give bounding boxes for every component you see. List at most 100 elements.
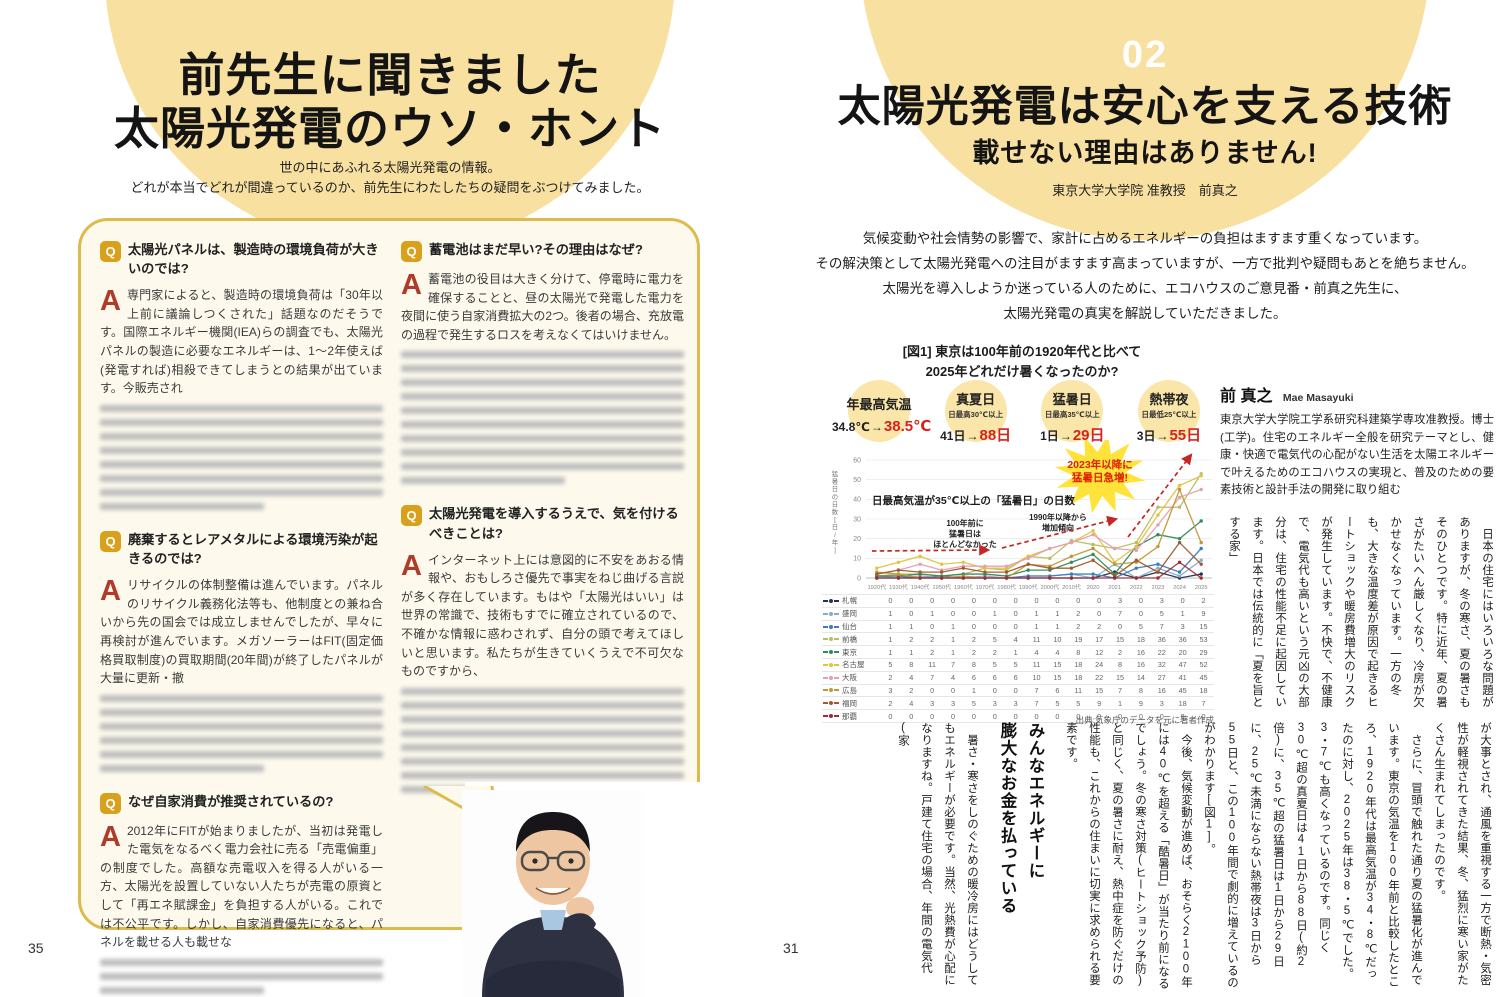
chapter-number: 02 [1121, 34, 1169, 76]
blurred-line [401, 729, 684, 737]
stat-value: 34.8℃→38.5℃ [832, 417, 931, 435]
blurred-line [100, 764, 265, 772]
legend-line [823, 663, 828, 666]
left-title-line1: 前先生に聞きました [178, 49, 602, 101]
value-cell: 0 [900, 709, 922, 723]
city-name: 福岡 [842, 698, 857, 708]
value-cell: 19 [1067, 632, 1089, 646]
blurred-line [401, 757, 684, 765]
value-cell: 11 [1067, 683, 1089, 697]
value-cell: 5 [1151, 606, 1173, 621]
blurred-line [401, 463, 684, 471]
city-name: 名古屋 [842, 660, 865, 670]
value-cell: 0 [1109, 709, 1131, 723]
value-cell: 0 [942, 594, 964, 608]
intro-paragraph: 気候変動や社会情勢の影響で、家計に占めるエネルギーの負担はますます重くなっていま… [790, 226, 1500, 326]
answer-text: A インターネット上には意図的に不安をあおる情報や、おもしろさ優先で事実をねじ曲げ… [401, 549, 684, 679]
value-cell: 0 [963, 709, 985, 723]
value-cell: 0 [900, 594, 922, 608]
svg-text:暑: 暑 [832, 478, 838, 486]
value-cell: 0 [1088, 709, 1110, 723]
value-cell: 0 [1130, 594, 1152, 608]
value-cell: 2 [900, 632, 922, 646]
value-cell: 0 [984, 619, 1006, 633]
svg-text:30: 30 [853, 516, 861, 523]
svg-text:20: 20 [853, 536, 861, 543]
profile-box: 前 真之 Mae Masayuki 東京大学大学院工学系研究科建築学専攻准教授。… [1220, 382, 1494, 500]
value-cell: 0 [1026, 594, 1047, 608]
legend-line [834, 702, 839, 705]
legend-line [834, 599, 839, 602]
svg-text:ほとんどなかった: ほとんどなかった [933, 539, 997, 549]
value-cell: 3 [1151, 594, 1173, 608]
value-cell: 1 [942, 619, 964, 633]
svg-text:日: 日 [832, 500, 838, 508]
answer-icon: A [100, 285, 121, 318]
svg-text:2000代: 2000代 [1040, 583, 1059, 591]
value-cell: 2 [880, 670, 901, 685]
blurred-line [100, 404, 383, 412]
blurred-line [100, 958, 383, 966]
question-icon: Q [401, 505, 422, 527]
table-row: 広島 3 2 0 0 1 0 0 7 6 11 15 7 8 16 45 18 [822, 683, 1214, 697]
legend-dot [829, 598, 833, 603]
city-name: 仙台 [842, 621, 857, 631]
city-name: 那覇 [842, 711, 857, 721]
value-cell: 41 [1172, 670, 1194, 685]
stat-value-from: 34.8℃ [832, 420, 870, 434]
table-row: 仙台 1 1 0 1 0 0 0 1 1 2 2 0 5 7 3 15 [822, 619, 1214, 633]
answer-icon: A [100, 820, 121, 853]
value-cell: 0 [921, 619, 943, 633]
stat-value-from: 41日 [940, 429, 966, 443]
stat-circle-bg [1041, 380, 1104, 442]
svg-text:2010代: 2010代 [1062, 583, 1081, 591]
blurred-line [401, 365, 684, 373]
answer-text: A リサイクルの体制整備は進んでいます。パネルのリサイクル義務化法等も、他制度との… [100, 575, 383, 686]
professor-photo [462, 790, 644, 997]
value-cell: 11 [921, 657, 943, 672]
blurred-line [401, 477, 566, 485]
value-cell: 15 [1109, 632, 1131, 646]
value-cell: 4 [900, 696, 922, 710]
svg-text:2025: 2025 [1195, 585, 1208, 591]
value-cell: 3 [942, 696, 964, 710]
city-name-cell: 名古屋 [822, 657, 880, 672]
legend-line [823, 715, 828, 718]
legend-line [834, 689, 839, 692]
article-vertical-band1: 日本の住宅にはいろいろな問題がありますが、冬の寒さ、夏の暑さもそのひとつです。特… [1228, 516, 1493, 708]
value-cell: 0 [1130, 709, 1152, 723]
legend-dot [829, 662, 833, 667]
value-cell: 22 [1151, 645, 1173, 659]
starburst-shape [1054, 440, 1146, 514]
value-cell: 15 [1047, 670, 1068, 685]
svg-text:2022: 2022 [1130, 585, 1143, 591]
value-cell: 27 [1151, 670, 1173, 685]
blurred-text-lines [401, 351, 684, 485]
blurred-line [100, 694, 383, 702]
intro-line: 気候変動や社会情勢の影響で、家計に占めるエネルギーの負担はますます重くなっていま… [862, 231, 1428, 246]
value-cell: 18 [1067, 657, 1089, 672]
blurred-line [100, 418, 383, 426]
svg-text:10: 10 [853, 556, 861, 563]
value-cell: 0 [900, 606, 922, 621]
value-cell: 15 [1109, 670, 1131, 685]
stat-value: 1日→29日 [1025, 424, 1119, 445]
blurred-text-lines [401, 687, 684, 793]
value-cell: 8 [1130, 683, 1152, 697]
legend-marker [823, 650, 839, 655]
qa-block: Q 太陽光パネルは、製造時の環境負荷が大きいのでは? A 専門家によると、製造時の環境… [100, 240, 383, 510]
value-cell: 0 [1151, 709, 1173, 723]
svg-text:1980代: 1980代 [997, 583, 1016, 591]
article-band2-text-before: が大事とされ、通風を重視する一方で断熱・気密性が軽視されてきた結果、冬、猛烈に寒… [1065, 722, 1491, 990]
blurred-line [401, 393, 684, 401]
value-cell: 9 [1130, 696, 1152, 710]
value-cell: 4 [900, 670, 922, 685]
value-cell: 2 [880, 696, 901, 710]
stat-value-from: 3日 [1136, 429, 1156, 443]
legend-dot [829, 688, 833, 693]
stat-arrow: → [1059, 429, 1072, 443]
value-cell: 2 [1193, 594, 1214, 608]
city-name: 盛岡 [842, 609, 857, 619]
